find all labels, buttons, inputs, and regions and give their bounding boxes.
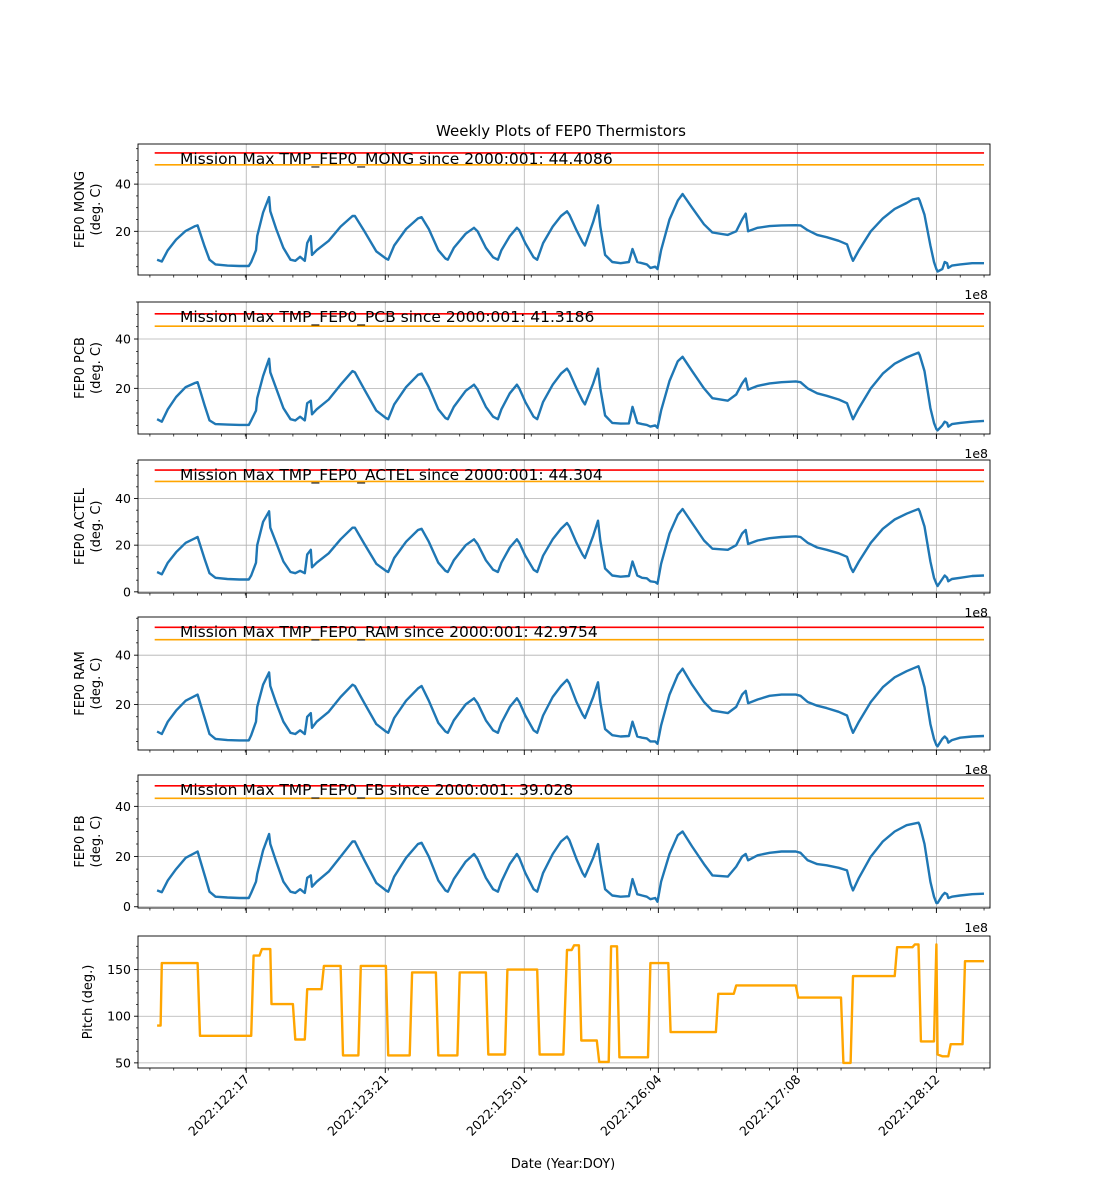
y-tick-label: 40 — [115, 332, 131, 347]
plot-frame — [137, 935, 991, 1069]
x-tick-label: 2022:126:04 — [597, 1071, 664, 1138]
y-tick-label: 40 — [115, 799, 131, 814]
y-tick-label: 20 — [115, 849, 131, 864]
x-tick-label: 2022:122:17 — [185, 1072, 252, 1139]
y-tick-label: 0 — [123, 899, 131, 914]
x-offset-label: 1e8 — [964, 920, 988, 935]
y-tick-label: 20 — [115, 381, 131, 396]
x-axis-label: Date (Year:DOY) — [511, 1157, 616, 1172]
y-axis-label-line: FEP0 FB — [73, 815, 88, 867]
y-axis-label-line: FEP0 PCB — [73, 337, 88, 399]
y-tick-label: 50 — [115, 1055, 131, 1070]
y-axis-label-line: FEP0 MONG — [73, 171, 88, 248]
x-tick-label: 2022:127:08 — [736, 1071, 803, 1138]
y-axis-label-line: FEP0 RAM — [73, 651, 88, 716]
plot-frame — [137, 143, 991, 276]
series-line-tmp_fep0_pcb — [156, 351, 985, 432]
panel-5: Mission Max TMP_FEP0_FB since 2000:001: … — [73, 774, 991, 935]
x-tick-label: 2022:123:21 — [324, 1072, 391, 1139]
y-axis-label-line: (deg. C) — [89, 658, 104, 710]
series-line-tmp_fep0_ram — [156, 665, 985, 748]
plot-frame — [137, 301, 991, 435]
plot-frame — [137, 774, 991, 909]
panel-1: Mission Max TMP_FEP0_MONG since 2000:001… — [73, 143, 991, 302]
x-offset-label: 1e8 — [964, 762, 988, 777]
x-offset-label: 1e8 — [964, 605, 988, 620]
series-line-tmp_fep0_actel — [156, 507, 985, 588]
y-axis-label: FEP0 PCB(deg. C) — [73, 337, 104, 399]
y-tick-label: 40 — [115, 491, 131, 506]
y-tick-label: 40 — [115, 177, 131, 192]
panels: Mission Max TMP_FEP0_MONG since 2000:001… — [73, 143, 991, 1139]
y-axis-label: Pitch (deg.) — [81, 965, 96, 1040]
x-offset-label: 1e8 — [964, 446, 988, 461]
mission-max-annotation: Mission Max TMP_FEP0_ACTEL since 2000:00… — [180, 466, 603, 485]
y-tick-label: 20 — [115, 224, 131, 239]
mission-max-annotation: Mission Max TMP_FEP0_PCB since 2000:001:… — [180, 308, 594, 327]
mission-max-annotation: Mission Max TMP_FEP0_RAM since 2000:001:… — [180, 623, 598, 642]
series-line-tmp_fep0_mong — [156, 192, 984, 273]
plot-frame — [137, 459, 991, 594]
y-tick-label: 150 — [107, 962, 131, 977]
x-offset-label: 1e8 — [964, 287, 988, 302]
y-axis-label-line: (deg. C) — [89, 501, 104, 553]
y-axis-label: FEP0 MONG(deg. C) — [73, 171, 104, 248]
series-line-tmp_fep0_fb — [156, 821, 985, 905]
panel-2: Mission Max TMP_FEP0_PCB since 2000:001:… — [73, 301, 991, 461]
y-axis-label-line: Pitch (deg.) — [81, 965, 96, 1040]
y-tick-label: 20 — [115, 538, 131, 553]
x-tick-label: 2022:128:12 — [875, 1072, 942, 1139]
y-axis-label: FEP0 FB(deg. C) — [73, 815, 104, 867]
x-tick-label: 2022:125:01 — [463, 1072, 530, 1139]
y-axis-label-line: FEP0 ACTEL — [73, 487, 88, 565]
mission-max-annotation: Mission Max TMP_FEP0_FB since 2000:001: … — [180, 781, 573, 800]
y-tick-label: 20 — [115, 697, 131, 712]
mission-max-annotation: Mission Max TMP_FEP0_MONG since 2000:001… — [180, 150, 613, 169]
panel-3: Mission Max TMP_FEP0_ACTEL since 2000:00… — [73, 459, 991, 620]
plot-frame — [137, 616, 991, 751]
y-tick-label: 40 — [115, 648, 131, 663]
series-line-pitch — [157, 943, 984, 1065]
y-axis-label: FEP0 RAM(deg. C) — [73, 651, 104, 716]
y-axis-label-line: (deg. C) — [89, 342, 104, 394]
y-axis-label-line: (deg. C) — [89, 184, 104, 236]
panel-4: Mission Max TMP_FEP0_RAM since 2000:001:… — [73, 616, 991, 777]
chart-title: Weekly Plots of FEP0 Thermistors — [436, 122, 686, 140]
y-axis-label-line: (deg. C) — [89, 816, 104, 868]
y-axis-label: FEP0 ACTEL(deg. C) — [73, 487, 104, 565]
y-tick-label: 0 — [123, 584, 131, 599]
y-tick-label: 100 — [107, 1009, 131, 1024]
panel-6: 50 100 150 Pitch (deg.) — [81, 935, 991, 1073]
